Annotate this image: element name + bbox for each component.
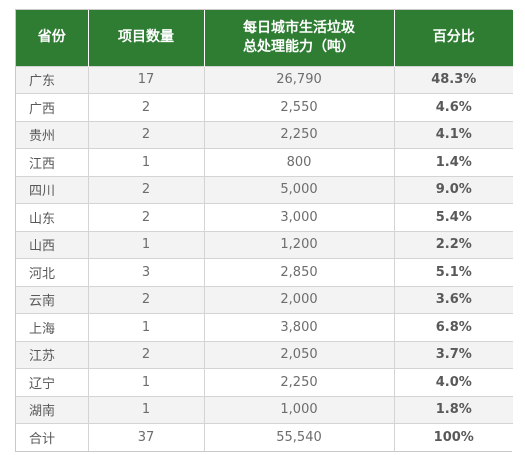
cell-projects: 37 xyxy=(88,423,205,451)
header-capacity-line2: 总处理能力（吨） xyxy=(243,38,355,55)
table-row: 辽宁 1 2,250 4.0% xyxy=(16,368,513,396)
cell-province: 云南 xyxy=(16,285,89,314)
table-row: 贵州 2 2,250 4.1% xyxy=(16,120,513,149)
cell-capacity: 1,000 xyxy=(204,395,395,424)
cell-capacity: 2,850 xyxy=(204,258,395,286)
cell-province: 上海 xyxy=(16,313,89,341)
capacity-table: 省份 项目数量 每日城市生活垃圾 总处理能力（吨） 百分比 广东 17 26,790… xyxy=(16,10,513,451)
cell-capacity: 2,050 xyxy=(204,340,395,369)
cell-projects: 1 xyxy=(88,368,205,396)
cell-province: 贵州 xyxy=(16,120,89,149)
cell-capacity: 2,250 xyxy=(204,368,395,396)
cell-percent: 100% xyxy=(394,423,513,451)
cell-capacity: 800 xyxy=(204,148,395,176)
header-projects: 项目数量 xyxy=(88,10,205,66)
data-table: 省份 项目数量 每日城市生活垃圾 总处理能力（吨） 百分比 广东 17 26,790… xyxy=(15,9,513,452)
cell-projects: 2 xyxy=(88,285,205,314)
cell-percent: 5.4% xyxy=(394,203,513,231)
cell-province: 江西 xyxy=(16,148,89,176)
header-province: 省份 xyxy=(16,10,89,66)
cell-capacity: 1,200 xyxy=(204,230,395,259)
cell-projects: 2 xyxy=(88,175,205,204)
total-row: 合计 37 55,540 100% xyxy=(16,423,513,451)
table-row: 上海 1 3,800 6.8% xyxy=(16,313,513,341)
table-body: 广东 17 26,790 48.3% 广西 2 2,550 4.6% 贵州 2 2,250 4.1% 江… xyxy=(16,65,513,451)
cell-projects: 2 xyxy=(88,340,205,369)
cell-province: 合计 xyxy=(16,423,89,451)
cell-projects: 2 xyxy=(88,120,205,149)
cell-province: 河北 xyxy=(16,258,89,286)
table-row: 广西 2 2,550 4.6% xyxy=(16,93,513,121)
header-row: 省份 项目数量 每日城市生活垃圾 总处理能力（吨） 百分比 xyxy=(16,10,513,66)
cell-province: 湖南 xyxy=(16,395,89,424)
header-percent: 百分比 xyxy=(394,10,513,66)
cell-percent: 48.3% xyxy=(394,65,513,94)
cell-capacity: 2,000 xyxy=(204,285,395,314)
cell-percent: 6.8% xyxy=(394,313,513,341)
cell-percent: 4.6% xyxy=(394,93,513,121)
cell-capacity: 2,550 xyxy=(204,93,395,121)
cell-province: 山东 xyxy=(16,203,89,231)
cell-province: 广西 xyxy=(16,93,89,121)
table-row: 江西 1 800 1.4% xyxy=(16,148,513,176)
header-capacity-line1: 每日城市生活垃圾 xyxy=(243,19,355,36)
cell-capacity: 5,000 xyxy=(204,175,395,204)
cell-province: 广东 xyxy=(16,65,89,94)
cell-percent: 3.6% xyxy=(394,285,513,314)
table-row: 广东 17 26,790 48.3% xyxy=(16,65,513,94)
cell-percent: 1.8% xyxy=(394,395,513,424)
cell-capacity: 55,540 xyxy=(204,423,395,451)
cell-projects: 1 xyxy=(88,148,205,176)
cell-projects: 1 xyxy=(88,230,205,259)
table-row: 江苏 2 2,050 3.7% xyxy=(16,340,513,369)
cell-capacity: 26,790 xyxy=(204,65,395,94)
cell-percent: 4.1% xyxy=(394,120,513,149)
cell-projects: 2 xyxy=(88,93,205,121)
cell-percent: 4.0% xyxy=(394,368,513,396)
cell-percent: 2.2% xyxy=(394,230,513,259)
cell-projects: 3 xyxy=(88,258,205,286)
cell-percent: 9.0% xyxy=(394,175,513,204)
table-row: 湖南 1 1,000 1.8% xyxy=(16,395,513,424)
cell-projects: 1 xyxy=(88,313,205,341)
cell-percent: 1.4% xyxy=(394,148,513,176)
cell-projects: 1 xyxy=(88,395,205,424)
table-row: 四川 2 5,000 9.0% xyxy=(16,175,513,204)
cell-province: 山西 xyxy=(16,230,89,259)
cell-percent: 5.1% xyxy=(394,258,513,286)
cell-province: 四川 xyxy=(16,175,89,204)
cell-percent: 3.7% xyxy=(394,340,513,369)
table-row: 山西 1 1,200 2.2% xyxy=(16,230,513,259)
header-capacity: 每日城市生活垃圾 总处理能力（吨） xyxy=(204,10,395,66)
cell-province: 辽宁 xyxy=(16,368,89,396)
table-row: 河北 3 2,850 5.1% xyxy=(16,258,513,286)
cell-capacity: 3,800 xyxy=(204,313,395,341)
cell-projects: 17 xyxy=(88,65,205,94)
table-row: 云南 2 2,000 3.6% xyxy=(16,285,513,314)
table-header: 省份 项目数量 每日城市生活垃圾 总处理能力（吨） 百分比 xyxy=(16,10,513,66)
cell-capacity: 2,250 xyxy=(204,120,395,149)
cell-province: 江苏 xyxy=(16,340,89,369)
cell-projects: 2 xyxy=(88,203,205,231)
cell-capacity: 3,000 xyxy=(204,203,395,231)
table-row: 山东 2 3,000 5.4% xyxy=(16,203,513,231)
